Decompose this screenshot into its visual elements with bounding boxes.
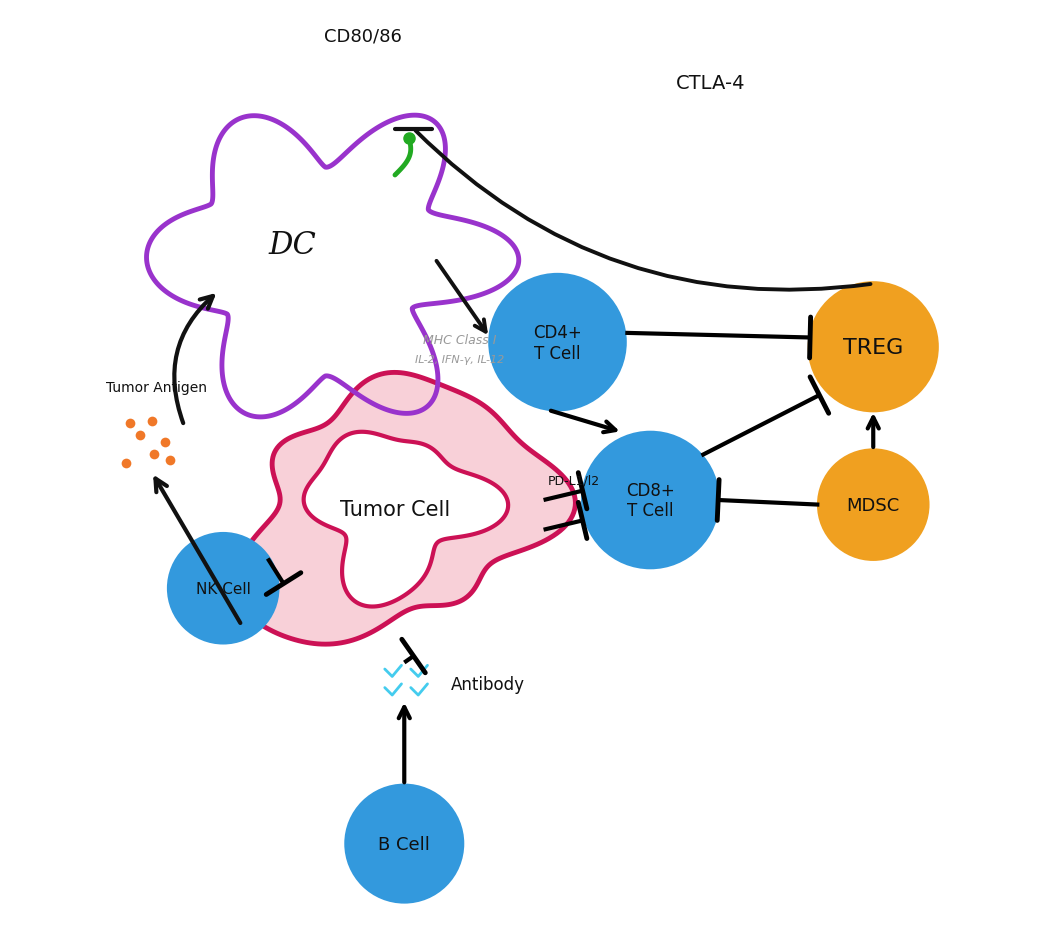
Circle shape bbox=[346, 786, 462, 901]
Text: MDSC: MDSC bbox=[846, 496, 900, 514]
Text: CD4+
T Cell: CD4+ T Cell bbox=[533, 323, 582, 362]
Text: B Cell: B Cell bbox=[378, 835, 430, 853]
Circle shape bbox=[819, 451, 927, 559]
Text: Tumor Cell: Tumor Cell bbox=[340, 500, 450, 519]
Circle shape bbox=[811, 285, 937, 411]
Text: PD-L1/l2: PD-L1/l2 bbox=[548, 474, 601, 487]
Polygon shape bbox=[235, 373, 575, 645]
Circle shape bbox=[169, 534, 277, 642]
Text: DC: DC bbox=[269, 230, 317, 261]
Circle shape bbox=[490, 276, 625, 410]
Text: Antibody: Antibody bbox=[450, 675, 525, 694]
Text: NK Cell: NK Cell bbox=[195, 581, 251, 596]
Text: TREG: TREG bbox=[843, 337, 903, 358]
Text: Tumor Antigen: Tumor Antigen bbox=[106, 380, 207, 394]
Polygon shape bbox=[303, 432, 508, 607]
Text: CTLA-4: CTLA-4 bbox=[676, 74, 746, 93]
Circle shape bbox=[584, 433, 717, 567]
Text: CD8+
T Cell: CD8+ T Cell bbox=[626, 481, 675, 519]
Text: MHC Class I: MHC Class I bbox=[423, 333, 497, 346]
Text: IL-2, IFN-γ, IL-12: IL-2, IFN-γ, IL-12 bbox=[416, 355, 505, 364]
Text: CD80/86: CD80/86 bbox=[323, 28, 401, 46]
